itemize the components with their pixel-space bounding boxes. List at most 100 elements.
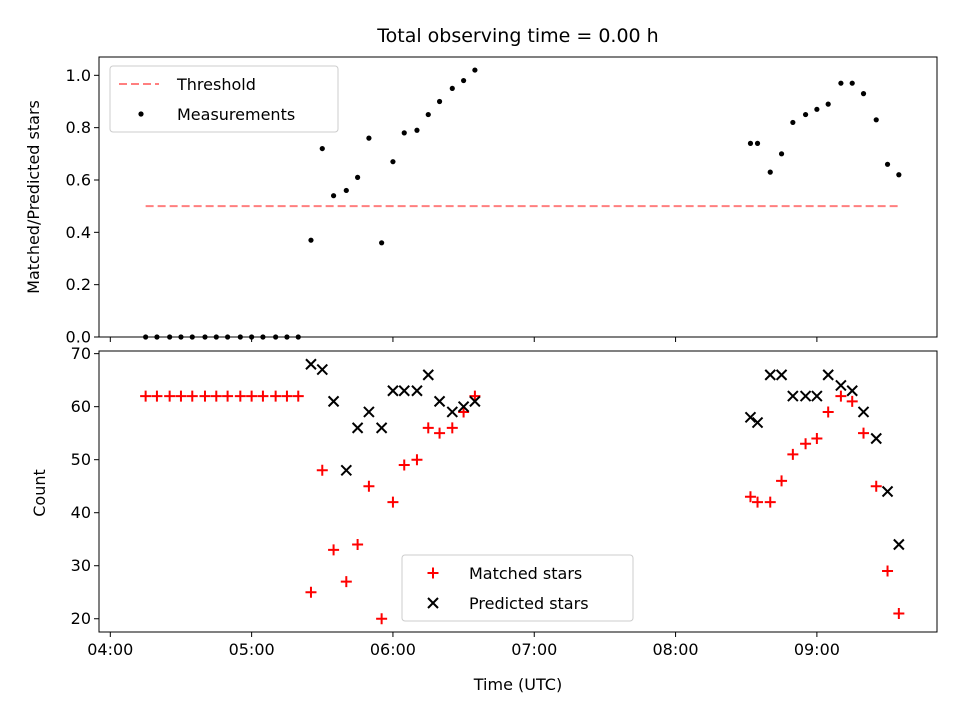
matched-stars-point <box>870 480 882 492</box>
predicted-stars-point <box>363 406 375 418</box>
matched-stars-point <box>281 390 293 402</box>
y-tick-label: 1.0 <box>66 66 91 85</box>
legend: Threshold Measurements <box>109 65 339 133</box>
legend-measurements-swatch <box>138 111 144 117</box>
ratio-panel: 0.0 0.2 0.4 0.6 0.8 1.0 Threshold Measurements <box>66 56 938 347</box>
predicted-stars-point <box>316 363 328 376</box>
predicted-stars-point <box>822 369 834 381</box>
measurements-point <box>814 106 820 112</box>
measurements-point <box>896 172 902 178</box>
matched-stars-point <box>846 395 858 407</box>
matched-stars-point <box>210 390 222 402</box>
matched-stars-point <box>340 576 352 588</box>
matched-stars-point <box>292 390 304 402</box>
matched-stars-point <box>469 390 481 402</box>
predicted-stars-point <box>835 379 847 392</box>
matched-stars-point <box>328 544 340 556</box>
predicted-stars-point <box>457 400 470 413</box>
matched-stars-point <box>186 390 198 402</box>
matched-stars-point <box>363 480 375 492</box>
matched-stars-point <box>422 422 434 434</box>
matched-stars-point <box>140 390 152 402</box>
matched-stars-point <box>398 459 410 471</box>
measurements-point <box>343 187 349 194</box>
measurements-point <box>472 67 478 73</box>
time-axis-label: Time (UTC) <box>473 675 562 694</box>
measurements-point <box>747 140 754 146</box>
legend-box <box>401 554 634 622</box>
matched-stars-point <box>222 390 234 402</box>
matched-stars-point <box>811 432 823 444</box>
legend-threshold-label: Threshold <box>176 75 256 94</box>
y-tick-label: 0.0 <box>66 328 91 347</box>
measurements-point <box>308 237 314 243</box>
predicted-stars-point <box>305 358 317 370</box>
matched-stars-point <box>822 406 834 418</box>
axes-frame <box>98 56 938 338</box>
measurements-point <box>379 240 385 246</box>
predicted-stars-point <box>799 390 812 402</box>
y-tick-label: 30 <box>71 556 91 575</box>
predicted-stars-point <box>422 369 434 381</box>
matched-stars-point <box>434 427 446 439</box>
predicted-stars-point <box>375 422 388 434</box>
measurements-point <box>754 140 761 146</box>
x-tick-label: 08:00 <box>653 640 699 659</box>
measurements-point <box>319 145 325 152</box>
x-tick-label: 06:00 <box>370 640 416 659</box>
ratio-axis-label: Matched/Predicted stars <box>24 100 43 294</box>
matched-stars-point <box>835 390 847 402</box>
predicted-stars-point <box>764 369 776 381</box>
measurements-point <box>449 85 455 92</box>
chart-title: Total observing time = 0.00 h <box>376 25 658 47</box>
y-tick-label: 40 <box>71 503 91 522</box>
measurements-point <box>401 130 407 136</box>
y-tick-label: 0.4 <box>66 223 91 242</box>
matched-stars-point <box>858 427 870 439</box>
matched-stars-point <box>352 539 364 551</box>
predicted-stars-point <box>387 385 399 397</box>
legend-box <box>109 65 339 133</box>
legend: Matched stars Predicted stars <box>401 554 634 622</box>
measurements-point <box>390 159 396 165</box>
measurements-point <box>802 111 809 118</box>
legend-predicted-stars-swatch <box>427 597 439 609</box>
predicted-stars-point <box>775 369 788 381</box>
matched-stars-point <box>458 406 470 418</box>
predicted-stars-point <box>751 416 764 429</box>
measurements-point <box>767 169 773 175</box>
y-tick-label: 0.2 <box>66 275 91 294</box>
y-tick-label: 70 <box>71 344 91 363</box>
measurements-point <box>460 77 467 84</box>
predicted-stars-point <box>811 390 823 402</box>
matched-stars-point <box>446 422 458 434</box>
predicted-stars-point <box>351 422 364 434</box>
matched-stars-point <box>776 475 788 487</box>
x-tick-label: 05:00 <box>229 640 275 659</box>
predicted-stars-point <box>857 406 870 418</box>
y-tick-label: 0.8 <box>66 118 91 137</box>
matched-stars-point <box>305 586 317 598</box>
matched-stars-point <box>800 438 812 450</box>
matched-stars-point <box>882 565 894 577</box>
measurements-point <box>366 135 372 141</box>
matched-stars-point <box>752 496 764 508</box>
x-tick-label: 09:00 <box>794 640 840 659</box>
predicted-stars-point <box>327 395 340 408</box>
predicted-stars-point <box>881 485 894 498</box>
measurements-point <box>355 174 361 180</box>
measurements-point <box>884 161 891 167</box>
predicted-stars-point <box>340 464 353 476</box>
predicted-stars-point <box>411 385 423 397</box>
measurements-point <box>330 193 337 199</box>
predicted-stars-point <box>893 538 905 551</box>
measurements-point <box>436 98 443 105</box>
legend-matched-stars-swatch <box>427 567 439 579</box>
matched-stars-point <box>234 390 246 402</box>
measurements-point <box>790 119 796 126</box>
predicted-stars-point <box>744 411 757 423</box>
count-panel: 20 30 40 50 60 70 04:00 05:00 06:00 07:00 08:00 09:… <box>71 344 938 659</box>
axes-frame <box>98 350 938 633</box>
y-tick-label: 60 <box>71 397 91 416</box>
